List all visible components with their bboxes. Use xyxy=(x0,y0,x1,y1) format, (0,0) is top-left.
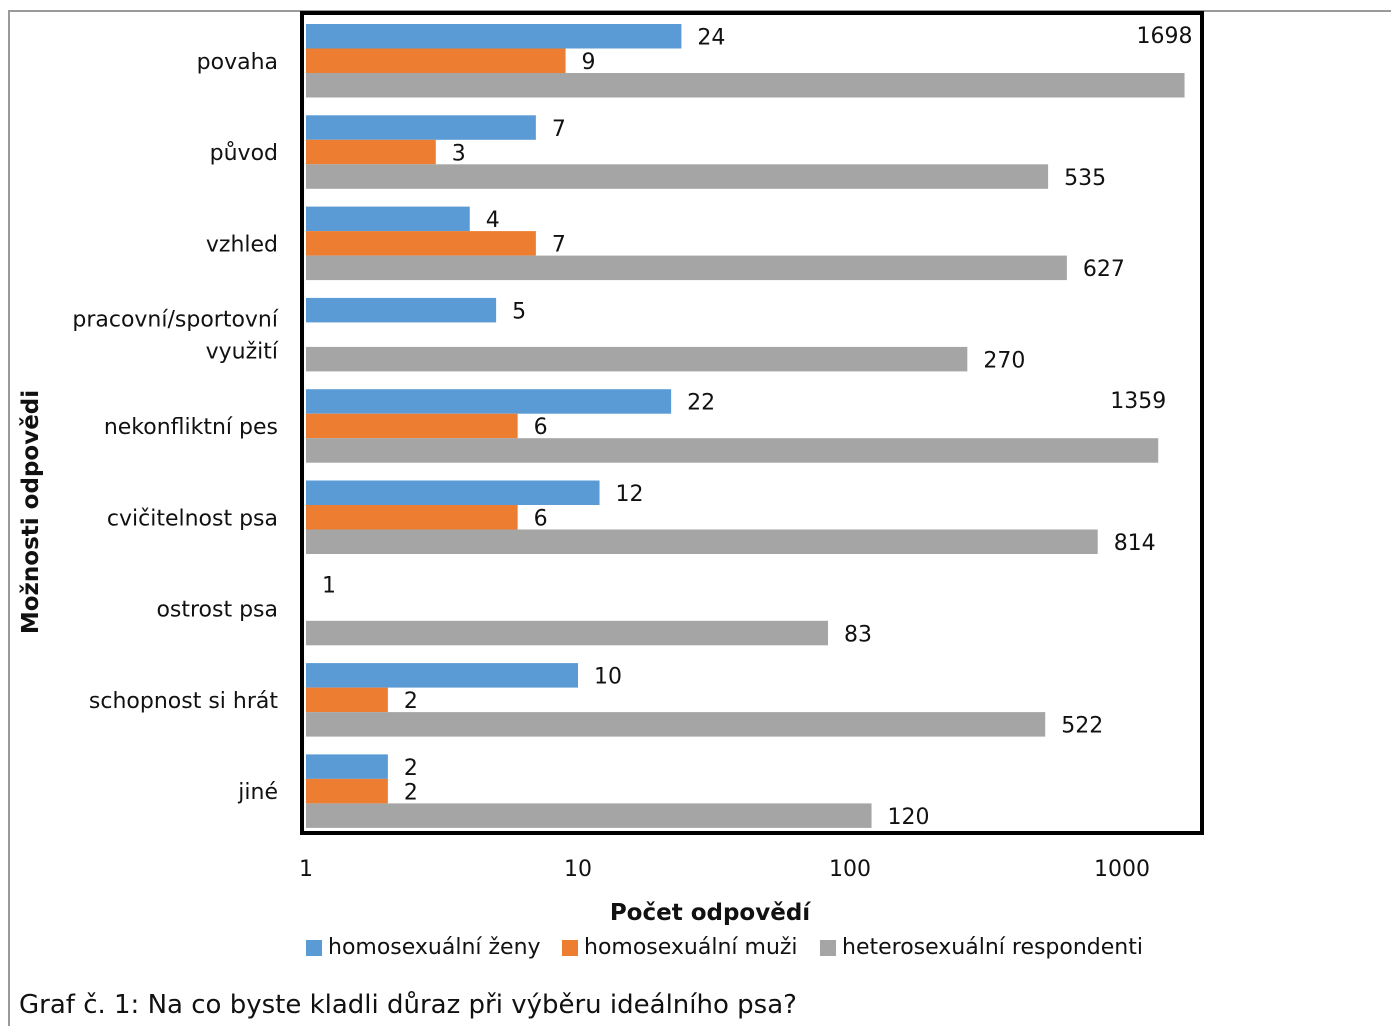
bar-hetero xyxy=(306,620,828,646)
legend-label: heterosexuální respondenti xyxy=(842,935,1143,960)
value-label: 24 xyxy=(697,26,725,51)
x-tick-label: 1000 xyxy=(1094,857,1150,882)
value-label: 7 xyxy=(552,117,566,142)
bar-hetero xyxy=(306,255,1067,281)
bar-men xyxy=(306,231,536,256)
category-label: schopnost si hrát xyxy=(89,689,278,714)
bar-hetero xyxy=(306,164,1049,189)
legend-item-heterosexual-respondents: heterosexuální respondenti xyxy=(820,935,1143,960)
bar-men xyxy=(306,505,518,530)
legend-swatch xyxy=(306,939,322,956)
value-label: 10 xyxy=(594,665,622,690)
bar-women xyxy=(306,206,470,232)
bar-hetero xyxy=(306,438,1159,463)
x-axis-title: Počet odpovědí xyxy=(609,900,811,926)
category-label: nekonfliktní pes xyxy=(104,415,278,440)
x-tick-label: 100 xyxy=(829,857,871,882)
value-label: 12 xyxy=(616,482,644,507)
legend-item-homosexual-men: homosexuální muži xyxy=(562,935,798,960)
bar-men xyxy=(306,778,388,804)
value-label: 22 xyxy=(687,391,715,416)
figure-caption: Graf č. 1: Na co byste kladli důraz při … xyxy=(19,990,797,1020)
value-labels-group: 2491698735354762752702261359126814183102… xyxy=(322,24,1193,830)
category-label: jiné xyxy=(237,780,278,805)
bar-women xyxy=(306,115,536,140)
legend-swatch xyxy=(562,939,578,956)
legend-label: homosexuální ženy xyxy=(328,935,541,960)
value-label: 535 xyxy=(1064,166,1106,191)
value-label: 522 xyxy=(1061,714,1103,739)
legend: homosexuální ženy homosexuální muži hete… xyxy=(0,935,1391,963)
bars-group xyxy=(306,24,1185,828)
category-label: původ xyxy=(210,141,278,166)
value-label: 2 xyxy=(404,756,418,781)
value-label: 6 xyxy=(534,415,548,440)
bar-women xyxy=(306,297,497,323)
value-label: 270 xyxy=(983,348,1025,373)
plot-area-border xyxy=(300,11,1204,835)
bar-hetero xyxy=(306,803,872,828)
value-label: 627 xyxy=(1083,257,1125,282)
legend-label: homosexuální muži xyxy=(584,935,798,960)
value-label: 814 xyxy=(1114,531,1156,556)
bar-hetero xyxy=(306,73,1185,98)
value-label: 4 xyxy=(486,208,500,233)
category-labels-group: povaha původ vzhled pracovní/sportovní využi… xyxy=(72,50,279,805)
category-label: cvičitelnost psa xyxy=(107,506,278,531)
value-label: 6 xyxy=(534,507,548,532)
value-label: 1 xyxy=(322,573,336,598)
value-label: 83 xyxy=(844,622,872,647)
category-label: využití xyxy=(206,340,279,365)
value-label: 120 xyxy=(888,805,930,830)
category-label: vzhled xyxy=(206,232,278,257)
y-axis-title: Možnosti odpovědi xyxy=(18,389,44,635)
bar-hetero xyxy=(306,529,1098,554)
bar-hetero xyxy=(306,346,968,372)
value-label: 3 xyxy=(452,141,466,166)
category-label: povaha xyxy=(197,50,278,75)
x-tick-labels-group: 1 10 100 1000 xyxy=(299,857,1150,882)
value-label: 2 xyxy=(404,689,418,714)
bar-men xyxy=(306,48,566,73)
bar-hetero xyxy=(306,712,1046,737)
bar-women xyxy=(306,24,682,49)
legend-item-homosexual-women: homosexuální ženy xyxy=(306,935,541,960)
value-label: 1359 xyxy=(1110,389,1166,414)
value-label: 1698 xyxy=(1137,24,1193,49)
x-tick-label: 1 xyxy=(299,857,313,882)
x-tick-label: 10 xyxy=(564,857,592,882)
value-label: 9 xyxy=(582,50,596,75)
value-label: 5 xyxy=(512,299,526,324)
bar-women xyxy=(306,663,578,688)
bar-women xyxy=(306,480,600,505)
category-label: ostrost psa xyxy=(156,598,278,623)
bar-men xyxy=(306,687,388,713)
value-label: 7 xyxy=(552,233,566,258)
bar-men xyxy=(306,139,436,165)
bar-women xyxy=(306,389,672,414)
category-label: pracovní/sportovní xyxy=(72,308,279,333)
value-label: 2 xyxy=(404,780,418,805)
bar-women xyxy=(306,754,388,779)
legend-swatch xyxy=(820,939,836,956)
bar-men xyxy=(306,413,518,439)
